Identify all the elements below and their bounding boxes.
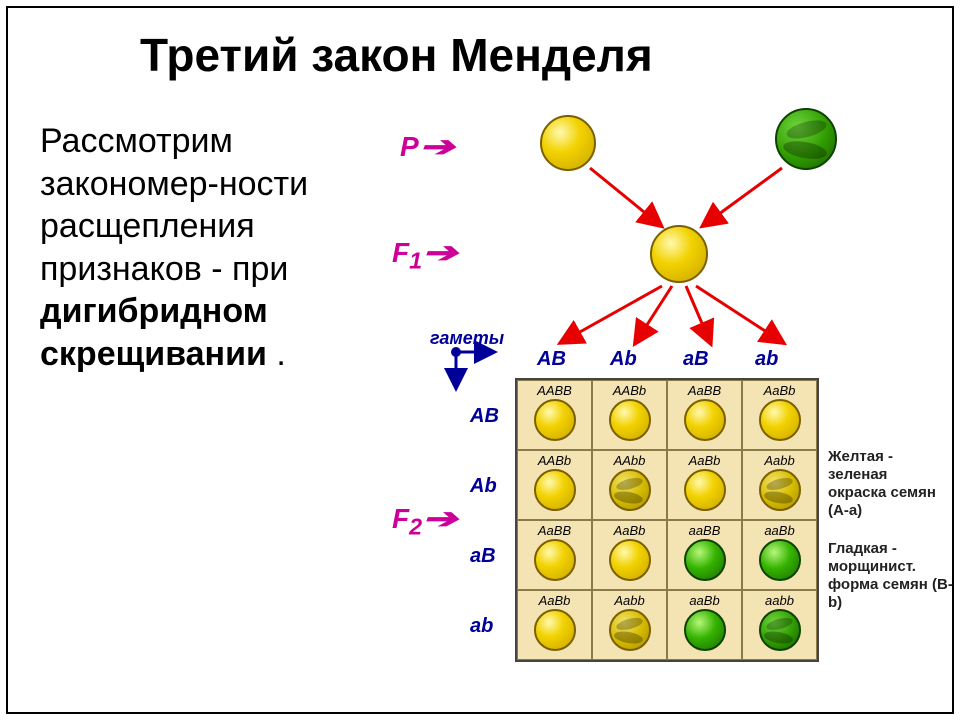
gamete-col: aB [683,348,709,371]
genotype-label: AABB [518,383,591,398]
punnett-cell: AaBb [667,450,742,520]
punnett-cell: Aabb [742,450,817,520]
punnett-square: AABBAABbAaBBAaBbAABbAAbbAaBbAabbAaBBAaBb… [515,378,819,662]
pea-icon [609,609,651,651]
gamete-row: aB [470,545,496,568]
pea-icon [534,539,576,581]
legend-shape: Гладкая - морщинист. форма семян (B-b) [828,540,953,612]
genotype-label: aabb [743,593,816,608]
gamete-col: ab [755,348,778,371]
pea-icon [534,609,576,651]
gamete-col: AB [537,348,566,371]
pea-icon [759,609,801,651]
pea-icon [684,399,726,441]
pea-icon [534,469,576,511]
pea-icon [609,399,651,441]
punnett-cell: AAbb [592,450,667,520]
gamete-col: Ab [610,348,637,371]
pea-icon [684,469,726,511]
genotype-label: AaBb [743,383,816,398]
genotype-label: aaBb [668,593,741,608]
genotype-label: AAbb [593,453,666,468]
pea-icon [684,539,726,581]
punnett-cell: AaBB [667,380,742,450]
genotype-label: aaBb [743,523,816,538]
punnett-cell: aabb [742,590,817,660]
punnett-cell: AABb [592,380,667,450]
punnett-cell: AaBb [592,520,667,590]
genotype-label: aaBB [668,523,741,538]
punnett-cell: AaBb [742,380,817,450]
pea-icon [759,539,801,581]
genotype-label: AABb [593,383,666,398]
punnett-cell: aaBB [667,520,742,590]
pea-icon [684,609,726,651]
genotype-label: AaBb [668,453,741,468]
genotype-label: AaBb [518,593,591,608]
genotype-label: Aabb [743,453,816,468]
punnett-cell: AABB [517,380,592,450]
pea-icon [609,469,651,511]
punnett-cell: AABb [517,450,592,520]
punnett-cell: aaBb [742,520,817,590]
genotype-label: AaBB [668,383,741,398]
genotype-label: AaBb [593,523,666,538]
pea-icon [534,399,576,441]
punnett-cell: AaBB [517,520,592,590]
punnett-cell: aaBb [667,590,742,660]
gamete-row: ab [470,615,493,638]
genotype-label: Aabb [593,593,666,608]
punnett-cell: Aabb [592,590,667,660]
pea-icon [609,539,651,581]
legend-color: Желтая - зеленая окраска семян (A-a) [828,448,948,520]
gamete-row: Ab [470,475,497,498]
pea-icon [759,399,801,441]
pea-icon [759,469,801,511]
genotype-label: AaBB [518,523,591,538]
genotype-label: AABb [518,453,591,468]
punnett-cell: AaBb [517,590,592,660]
gamete-row: AB [470,405,499,428]
